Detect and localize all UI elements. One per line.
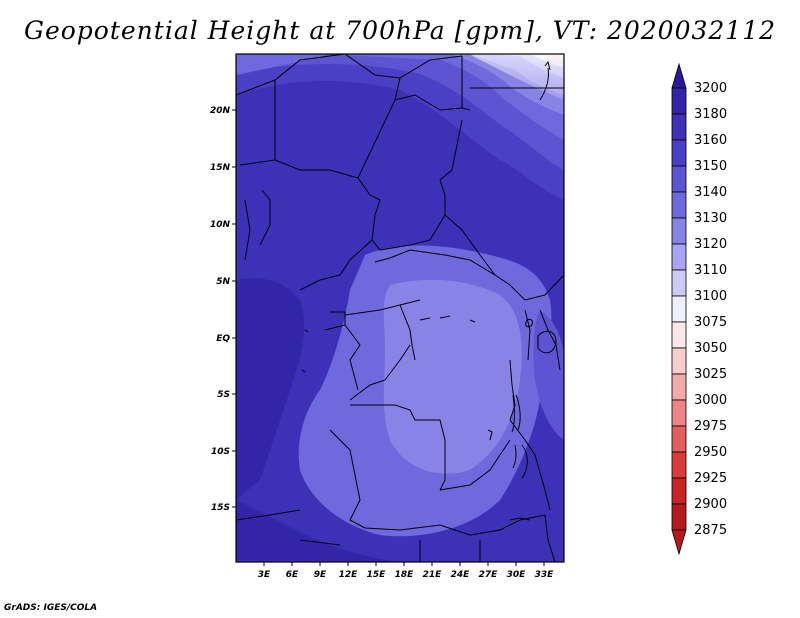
lon-label: 9E [314, 570, 327, 580]
legend-swatch [671, 191, 687, 219]
map-frame: 20N 15N 10N 5N EQ 5S 10S 15S 3E 6E 9E 12… [210, 53, 565, 580]
legend-swatch [671, 451, 687, 479]
lon-label: 33E [535, 570, 555, 580]
legend-level-label: 2875 [694, 523, 727, 538]
legend-swatch [671, 477, 687, 505]
legend-swatch [671, 165, 687, 193]
legend-level-label: 2950 [694, 445, 727, 460]
legend-level-label: 3180 [694, 107, 727, 122]
legend-level-label: 3000 [694, 393, 727, 408]
lat-label: 5N [216, 277, 230, 287]
legend-swatch [671, 243, 687, 271]
lat-label: 15N [210, 163, 231, 173]
legend-swatch [671, 87, 687, 115]
legend-level-label: 2975 [694, 419, 727, 434]
country-borders [236, 54, 564, 562]
lat-label: 15S [211, 503, 230, 513]
lon-label: 24E [451, 570, 471, 580]
legend-level-label: 3120 [694, 237, 727, 252]
legend-arrow-top [671, 62, 687, 89]
legend-arrow-bottom [671, 529, 687, 556]
lon-label: 18E [395, 570, 415, 580]
grads-credit: GrADS: IGES/COLA [4, 603, 98, 613]
lat-label: 10N [210, 220, 231, 230]
legend-level-label: 3110 [694, 263, 727, 278]
lon-label: 21E [423, 570, 443, 580]
legend-swatch [671, 269, 687, 297]
legend-swatch [671, 373, 687, 401]
legend-level-label: 3140 [694, 185, 727, 200]
map-title: Geopotential Height at 700hPa [gpm], VT:… [23, 16, 777, 45]
lon-label: 30E [507, 570, 527, 580]
legend-level-label: 2925 [694, 471, 727, 486]
color-legend: 3200 3180 3160 3150 3140 3130 3120 3110 3100 3075… [671, 62, 727, 556]
lon-label: 12E [339, 570, 359, 580]
lat-label: 10S [211, 447, 230, 457]
legend-level-label: 3075 [694, 315, 727, 330]
legend-swatch [671, 295, 687, 323]
legend-level-label: 3130 [694, 211, 727, 226]
legend-level-label: 3200 [694, 81, 727, 96]
legend-swatch [671, 399, 687, 427]
legend-swatch [671, 217, 687, 245]
lon-label: 15E [367, 570, 387, 580]
lon-label: 6E [286, 570, 299, 580]
lon-label: 27E [479, 570, 499, 580]
lon-label: 3E [258, 570, 271, 580]
legend-level-label: 2900 [694, 497, 727, 512]
legend-swatch [671, 347, 687, 375]
legend-swatch [671, 139, 687, 167]
legend-swatch [671, 321, 687, 349]
lat-label: 5S [217, 390, 230, 400]
legend-swatch [671, 425, 687, 453]
legend-level-label: 3160 [694, 133, 727, 148]
legend-level-label: 3025 [694, 367, 727, 382]
lat-label: EQ [216, 334, 230, 344]
lat-label: 20N [210, 106, 231, 116]
legend-level-label: 3100 [694, 289, 727, 304]
legend-level-label: 3150 [694, 159, 727, 174]
legend-swatch [671, 113, 687, 141]
legend-swatch [671, 503, 687, 531]
legend-level-label: 3050 [694, 341, 727, 356]
